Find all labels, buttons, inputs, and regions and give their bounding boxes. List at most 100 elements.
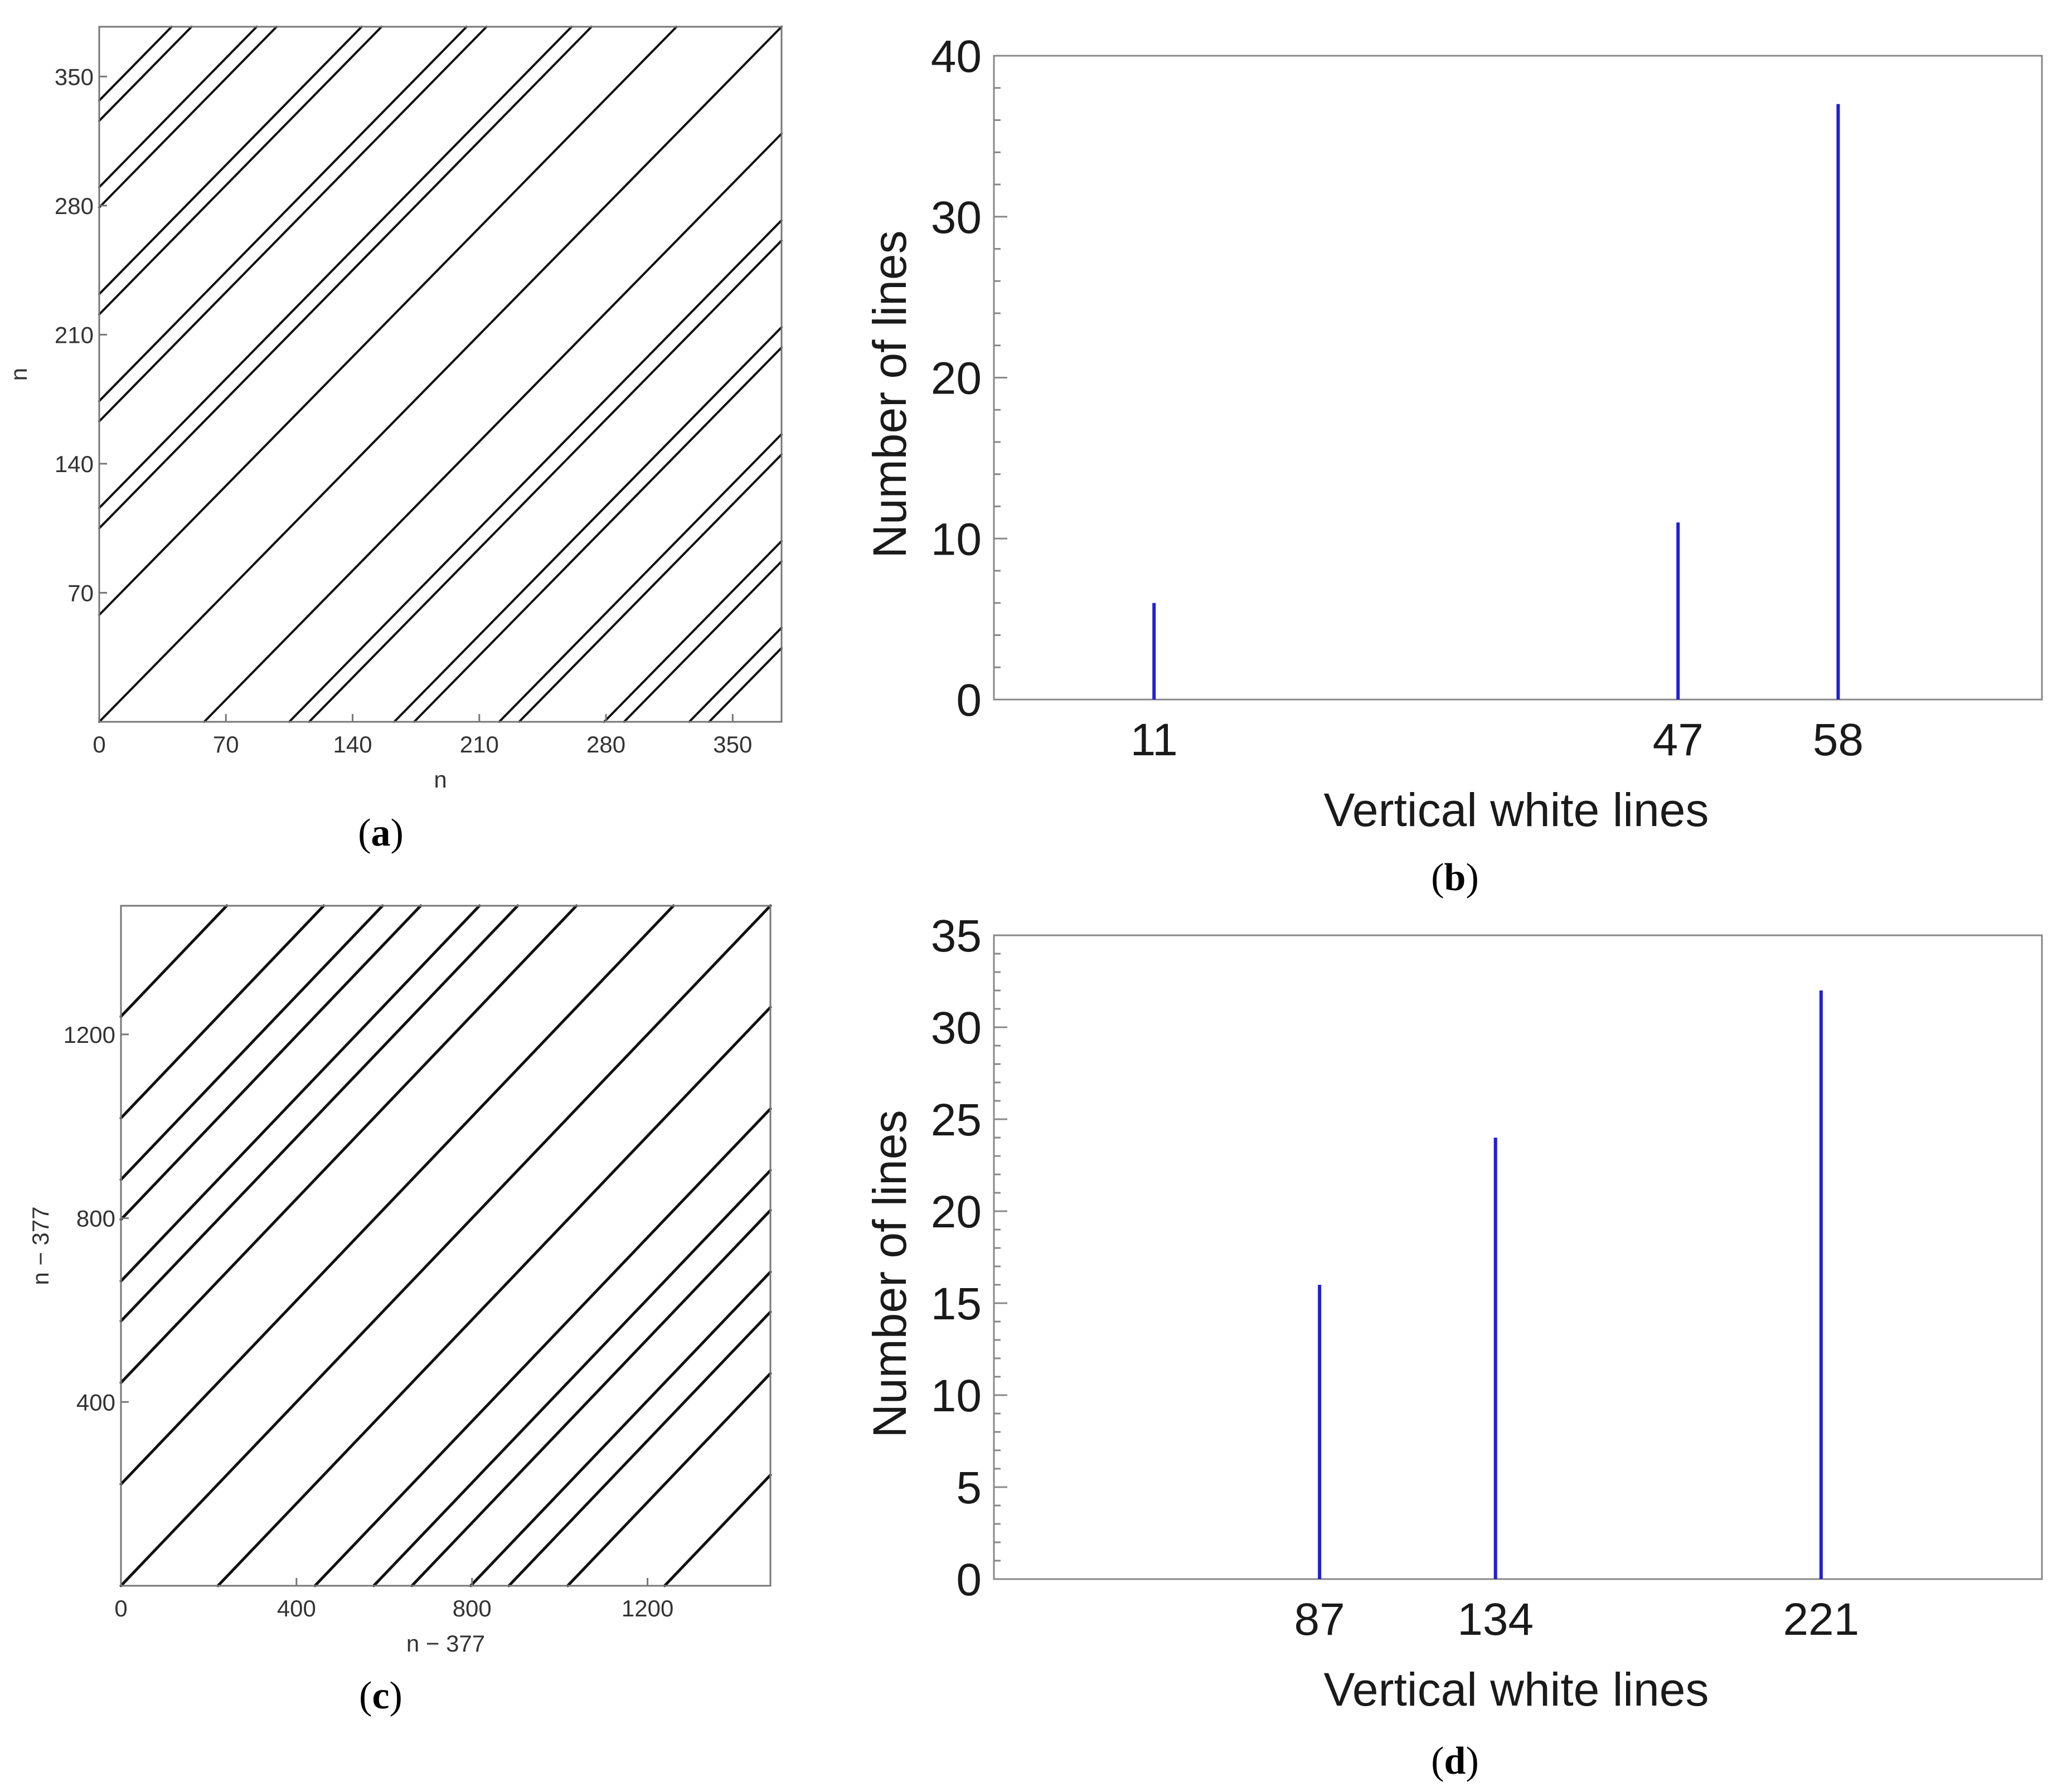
x-axis-title-b: Vertical white lines [1324, 784, 1709, 836]
y-tick-label-d-25: 25 [931, 1095, 982, 1145]
recurrence-line-below-58 [203, 132, 783, 723]
y-tick-label-a-350: 350 [55, 64, 94, 90]
x-axis-title-d: Vertical white lines [1324, 1663, 1709, 1716]
panel-d-bar-chart: 0 5 10 15 20 25 30 35 87 134 221 Vertical white lin… [863, 911, 2043, 1716]
recurrence-line-above-163 [98, 26, 488, 422]
bars-b [1152, 104, 1840, 700]
x-tick-label-a-280: 280 [586, 731, 625, 757]
recurrence-line-below-116 [308, 239, 783, 723]
x-tick-label-b-58: 58 [1813, 715, 1864, 765]
bar-d-134 [1493, 1138, 1497, 1579]
recurrence-line-below-797 [469, 1270, 772, 1587]
y-tick-label-b-10: 10 [931, 514, 982, 565]
recurrence-line-below-0 [98, 26, 783, 723]
recurrence-line-above-105 [98, 26, 593, 530]
x-tick-label-d-134: 134 [1457, 1594, 1534, 1645]
y-tick-label-d-20: 20 [931, 1187, 982, 1237]
y-tick-label-a-280: 280 [55, 193, 94, 219]
recurrence-line-below-221 [216, 1006, 772, 1587]
x-tick-label-a-0: 0 [93, 731, 105, 757]
recurrence-line-above-221 [98, 26, 383, 315]
recurrence-lines-a [98, 26, 783, 723]
y-tick-label-c-400: 400 [76, 1389, 115, 1415]
x-tick-label-c-400: 400 [277, 1595, 316, 1621]
recurrence-line-above-884 [119, 904, 384, 1181]
recurrence-line-below-337 [708, 647, 783, 723]
x-axis-title-a: n [434, 766, 447, 793]
recurrence-line-above-326 [98, 26, 193, 122]
bar-b-47 [1676, 522, 1680, 700]
panel-a-recurrence-plot: 0 70 140 210 280 350 70 140 210 280 350 n n [6, 26, 783, 793]
y-axis-title-d: Number of lines [863, 1110, 916, 1438]
recurrence-line-above-116 [98, 26, 573, 509]
panel-label-a: (a) [358, 812, 404, 854]
recurrence-line-below-1239 [663, 1473, 772, 1587]
y-tick-label-a-70: 70 [67, 580, 94, 606]
x-axis-title-c: n − 377 [406, 1630, 485, 1657]
recurrence-line-below-663 [410, 1209, 772, 1587]
recurrence-lines-c [119, 904, 772, 1587]
recurrence-line-below-221 [498, 433, 783, 723]
recurrence-line-above-58 [98, 26, 678, 616]
y-tick-label-d-10: 10 [931, 1371, 982, 1421]
y-tick-label-d-30: 30 [931, 1003, 982, 1053]
plot-frame-a [98, 26, 783, 723]
recurrence-line-above-442 [119, 904, 578, 1385]
x-tick-label-c-0: 0 [114, 1595, 127, 1621]
y-tick-label-c-1200: 1200 [64, 1022, 115, 1048]
recurrence-line-above-1239 [119, 904, 229, 1018]
y-tick-label-b-30: 30 [931, 192, 982, 243]
x-tick-label-d-221: 221 [1783, 1594, 1859, 1645]
recurrence-line-above-797 [119, 904, 423, 1221]
plot-frame-d [993, 934, 2043, 1580]
recurrence-line-above-576 [119, 904, 520, 1323]
x-tick-label-c-800: 800 [453, 1595, 492, 1621]
x-tick-label-b-11: 11 [1131, 715, 1178, 765]
bars-d [1318, 990, 1823, 1579]
y-axis-title-b: Number of lines [863, 230, 916, 558]
y-tick-label-b-0: 0 [956, 675, 982, 726]
recurrence-line-below-442 [313, 1107, 772, 1587]
bar-d-221 [1819, 990, 1823, 1579]
y-tick-label-d-15: 15 [931, 1279, 982, 1329]
y-axis-title-c: n − 377 [27, 1206, 54, 1285]
bar-b-58 [1836, 104, 1840, 700]
recurrence-line-above-337 [98, 26, 173, 102]
recurrence-line-above-290 [98, 26, 258, 188]
recurrence-line-above-174 [98, 26, 468, 402]
recurrence-line-above-663 [119, 904, 481, 1283]
y-tick-label-a-140: 140 [55, 451, 94, 477]
x-tick-label-c-1200: 1200 [622, 1595, 673, 1621]
x-tick-label-a-210: 210 [460, 731, 499, 757]
recurrence-line-below-290 [623, 560, 783, 723]
recurrence-line-below-884 [507, 1310, 772, 1587]
recurrence-line-below-576 [372, 1169, 772, 1587]
recurrence-line-below-232 [518, 453, 783, 723]
x-tick-label-a-140: 140 [333, 731, 372, 757]
panel-b-bar-chart: 0 10 20 30 40 11 47 58 Vertical white lines Numbe… [863, 31, 2043, 836]
plot-frame-b [993, 55, 2043, 701]
y-tick-label-a-210: 210 [55, 322, 94, 348]
y-tick-label-b-40: 40 [931, 31, 982, 82]
recurrence-line-below-1018 [566, 1372, 772, 1587]
x-tick-label-d-87: 87 [1294, 1594, 1345, 1645]
recurrence-line-below-279 [603, 540, 783, 723]
x-tick-label-a-70: 70 [213, 731, 239, 757]
recurrence-line-above-279 [98, 26, 278, 209]
recurrence-line-above-221 [119, 904, 675, 1486]
bar-b-11 [1152, 603, 1156, 700]
bar-d-87 [1318, 1285, 1322, 1579]
panel-label-c: (c) [359, 1674, 402, 1717]
y-tick-label-d-5: 5 [956, 1463, 982, 1513]
recurrence-line-above-232 [98, 26, 363, 295]
recurrence-line-below-174 [413, 346, 783, 723]
y-tick-label-c-800: 800 [76, 1206, 115, 1232]
panel-label-d: (d) [1431, 1740, 1479, 1783]
recurrence-line-above-1018 [119, 904, 326, 1120]
panel-c-recurrence-plot: 0 400 800 1200 400 800 1200 n − 377 n − 377 [27, 904, 772, 1657]
recurrence-line-below-163 [393, 326, 783, 723]
recurrence-line-below-0 [119, 904, 772, 1587]
x-tick-label-a-350: 350 [713, 731, 752, 757]
y-tick-label-d-35: 35 [931, 911, 982, 961]
